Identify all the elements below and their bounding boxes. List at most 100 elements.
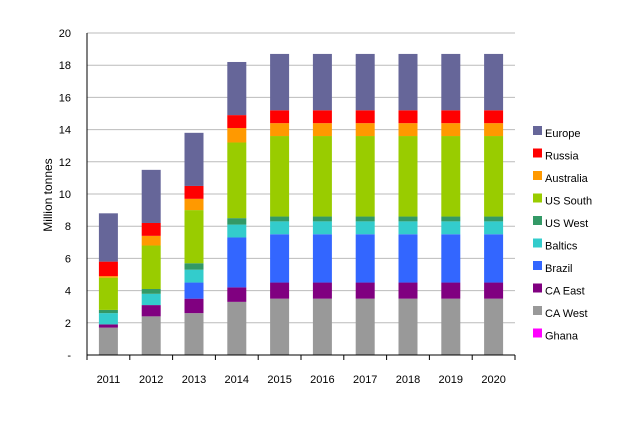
bar-segment (141, 305, 161, 317)
legend-swatch (533, 238, 542, 248)
bar-segment (312, 123, 332, 137)
legend-label: CA West (545, 308, 588, 320)
x-tick-label: 2015 (267, 374, 291, 386)
legend-label: Australia (545, 173, 589, 185)
bar-segment (484, 282, 504, 299)
x-tick-label: 2019 (439, 374, 463, 386)
bar-segment (312, 282, 332, 299)
bar-segment (98, 327, 118, 355)
bar-segment (184, 198, 204, 211)
legend: Europe Russia Australia US South US West Balt… (533, 126, 592, 343)
bar-segment (398, 53, 418, 111)
x-tick-labels: 2011 2012 2013 2014 2015 2016 2017 2018 2019 2020 (97, 374, 506, 386)
bar-segment (227, 61, 247, 116)
bar-segment (355, 53, 375, 111)
legend-label: Europe (545, 128, 580, 140)
bar-segment (441, 234, 461, 283)
legend-label: US West (545, 218, 588, 230)
bar-segment (355, 234, 375, 283)
legend-label: Baltics (545, 241, 578, 253)
bar-segment (98, 309, 118, 314)
bar-segment (98, 213, 118, 262)
x-tick-label: 2016 (310, 374, 334, 386)
bar-segment (312, 221, 332, 235)
bar-segment (227, 224, 247, 238)
bar-segment (355, 216, 375, 222)
bar-segment (441, 123, 461, 137)
bar-segment (270, 298, 290, 355)
legend-swatch (533, 148, 542, 158)
bar-segment (184, 282, 204, 299)
bar-segment (441, 136, 461, 217)
bar-segment (227, 237, 247, 288)
bar-segment (184, 298, 204, 314)
bar-segment (441, 216, 461, 222)
bar-segment (270, 110, 290, 124)
bar-segment (141, 235, 161, 246)
bar-segment (270, 234, 290, 283)
legend-swatch (533, 306, 542, 315)
bar-segment (227, 142, 247, 219)
bar-segment (398, 282, 418, 299)
y-tick-label: 4 (65, 286, 71, 298)
bar-segment (270, 53, 290, 111)
legend-label: Ghana (545, 331, 579, 343)
x-tick-label: 2017 (353, 374, 377, 386)
bar-segment (355, 221, 375, 235)
y-tick-label: 8 (65, 221, 71, 233)
bar-segment (98, 277, 118, 310)
bar-segment (484, 110, 504, 124)
x-tick-label: 2020 (481, 374, 505, 386)
bar-segment (141, 293, 161, 306)
legend-swatch (533, 283, 542, 293)
legend-swatch (533, 193, 542, 203)
bar-segment (227, 218, 247, 225)
bar-segment (484, 221, 504, 235)
bar-segment (355, 136, 375, 217)
bar-segment (312, 110, 332, 124)
bar-segment (441, 110, 461, 124)
legend-swatch (533, 126, 542, 135)
x-tick-label: 2012 (139, 374, 163, 386)
bar-segment (398, 234, 418, 283)
legend-swatch (533, 171, 542, 180)
bar-segment (184, 269, 204, 283)
bar-segment (312, 216, 332, 222)
bar-segment (484, 216, 504, 222)
bar-segment (270, 282, 290, 299)
bar-segment (355, 298, 375, 355)
y-tick-label: 12 (59, 157, 71, 169)
bar-segment (484, 53, 504, 111)
legend-label: CA East (545, 286, 585, 298)
bar-segment (141, 316, 161, 355)
bar-segment (398, 136, 418, 217)
bar-segment (312, 298, 332, 355)
bar-segment (227, 301, 247, 355)
y-tick-label: - (67, 350, 71, 362)
bar-segment (270, 221, 290, 235)
bar-segment (184, 185, 204, 199)
bar-segment (355, 110, 375, 124)
x-tick-label: 2018 (396, 374, 420, 386)
y-tick-label: 14 (59, 125, 71, 137)
y-tick-label: 6 (65, 253, 71, 265)
bar-segment (441, 221, 461, 235)
bar-segment (141, 222, 161, 236)
x-tick-label: 2011 (97, 374, 121, 386)
bar-segment (184, 132, 204, 186)
bar-segment (398, 110, 418, 124)
bar-segment (398, 298, 418, 355)
legend-swatch (533, 261, 542, 270)
bar-segment (270, 216, 290, 222)
axes (86, 33, 516, 360)
bar-segment (441, 53, 461, 111)
bar-segment (441, 282, 461, 299)
bar-segment (141, 245, 161, 289)
legend-swatch (533, 328, 542, 338)
bar-segment (98, 324, 118, 328)
bar-segment (441, 298, 461, 355)
y-tick-label: 18 (59, 60, 71, 72)
bars (98, 53, 504, 355)
legend-label: Brazil (545, 263, 573, 275)
